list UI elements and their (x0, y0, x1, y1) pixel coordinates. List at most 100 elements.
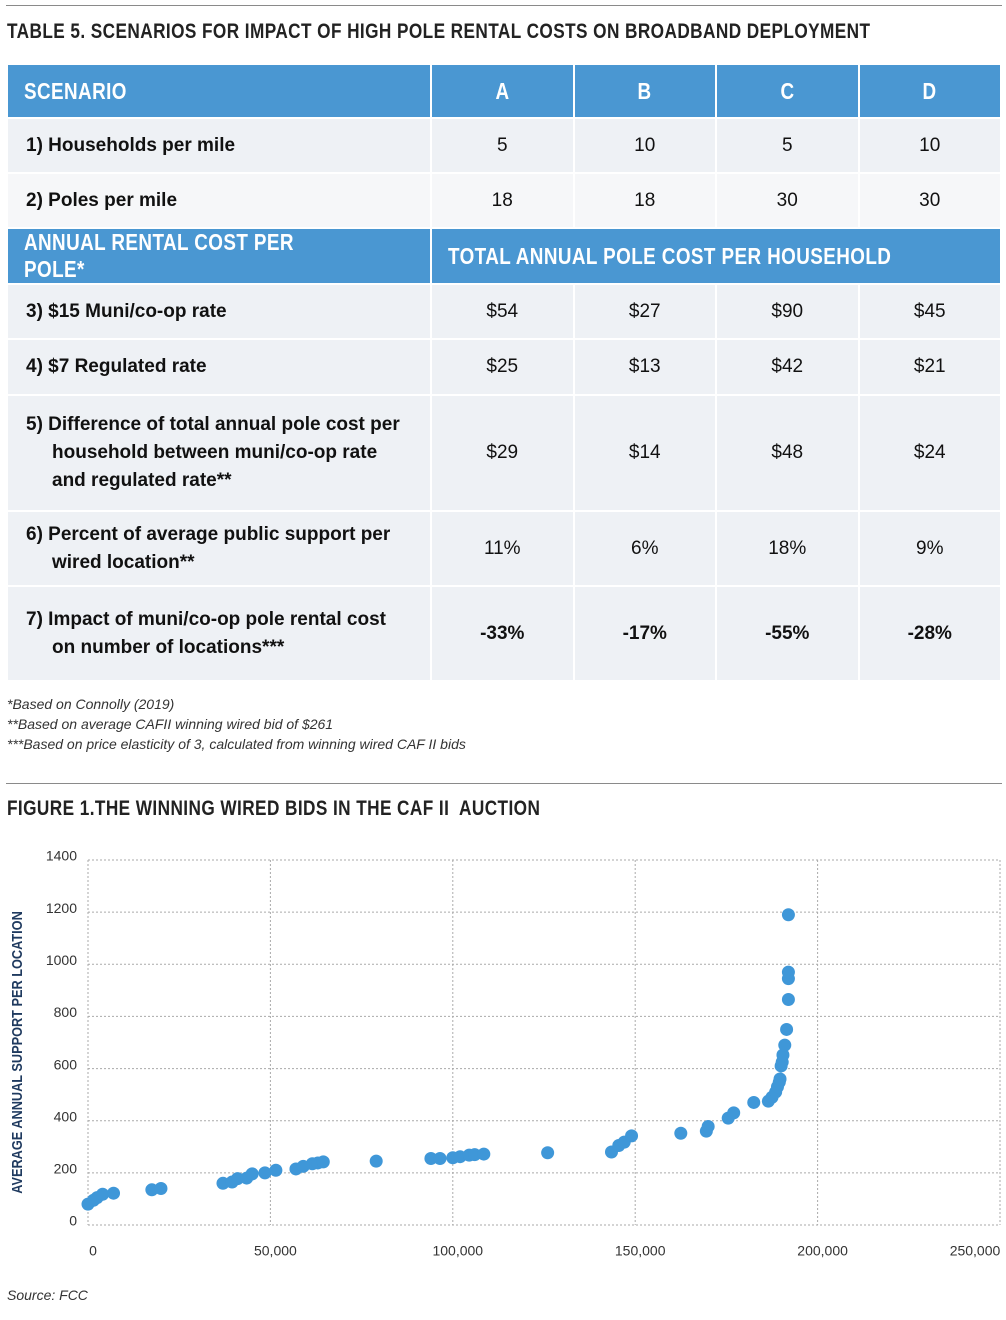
cell: 18 (432, 174, 573, 227)
cell: $27 (574, 285, 715, 338)
point (477, 1147, 491, 1161)
point (316, 1155, 330, 1169)
cell: 5 (717, 119, 858, 172)
header-text: C (780, 77, 795, 104)
table: SCENARIO A B C D 1) Households per mile 5 10 5 10… (6, 63, 1002, 682)
point (541, 1146, 555, 1160)
cell: -55% (717, 587, 858, 680)
x-tick-label: 200,000 (797, 1243, 848, 1259)
header-cell: A (432, 65, 573, 117)
header-cell: TOTAL ANNUAL POLE COST PER HOUSEHOLD (432, 229, 1000, 283)
cell: 6% (574, 512, 715, 585)
point (433, 1152, 447, 1166)
row-label: 6) Percent of average public support per… (8, 512, 430, 585)
x-tick-label: 250,000 (950, 1243, 1001, 1259)
point (258, 1166, 272, 1180)
row-label: 7) Impact of muni/co-op pole rental cost… (8, 587, 430, 680)
cell: $14 (574, 396, 715, 510)
y-tick-label: 400 (54, 1108, 78, 1124)
cell: 5 (432, 119, 573, 172)
header-cell: C (717, 65, 858, 117)
x-tick-label: 0 (89, 1243, 97, 1259)
point (245, 1167, 259, 1181)
header-cell: D (859, 65, 1000, 117)
point (778, 1038, 792, 1052)
header-text: TOTAL ANNUAL POLE COST PER HOUSEHOLD (448, 242, 892, 269)
cell: 18 (574, 174, 715, 227)
y-tick-label: 0 (69, 1213, 77, 1229)
x-tick-label: 150,000 (615, 1243, 666, 1259)
footnote: ***Based on price elasticity of 3, calcu… (7, 736, 466, 752)
cell: $29 (432, 396, 573, 510)
cell: -17% (574, 587, 715, 680)
header-row: ANNUAL RENTAL COST PER POLE* TOTAL ANNUAL… (8, 229, 1000, 283)
point (747, 1095, 761, 1109)
table-row: 7) Impact of muni/co-op pole rental cost… (8, 587, 1000, 680)
y-tick-label: 800 (54, 1004, 78, 1020)
point (727, 1106, 741, 1120)
header-text: D (922, 77, 937, 104)
footnote: *Based on Connolly (2019) (7, 696, 175, 712)
point (781, 992, 795, 1006)
point (776, 1048, 790, 1062)
table-row: 2) Poles per mile 18 18 30 30 (8, 174, 1000, 227)
header-cell: ANNUAL RENTAL COST PER POLE* (8, 229, 430, 283)
point (424, 1152, 438, 1166)
point (781, 908, 795, 922)
rule (6, 5, 1002, 6)
y-tick-label: 200 (54, 1161, 78, 1177)
point (780, 1022, 794, 1036)
cell: 10 (574, 119, 715, 172)
y-tick-label: 600 (54, 1056, 78, 1072)
header-text: ANNUAL RENTAL COST PER POLE* (24, 229, 294, 282)
figure-title: FIGURE 1.THE WINNING WIRED BIDS IN THE C… (7, 797, 541, 820)
cell: 30 (717, 174, 858, 227)
row-label: 5) Difference of total annual pole cost … (8, 396, 430, 510)
cell: $24 (859, 396, 1000, 510)
table-row: 4) $7 Regulated rate $25 $13 $42 $21 (8, 340, 1000, 394)
table-row: 6) Percent of average public support per… (8, 512, 1000, 585)
point (369, 1154, 383, 1168)
point (269, 1163, 283, 1177)
point (773, 1072, 787, 1086)
y-tick-label: 1200 (46, 900, 77, 916)
cell: 30 (859, 174, 1000, 227)
point (674, 1126, 688, 1140)
row-label: 3) $15 Muni/co-op rate (8, 285, 430, 338)
table-row: 5) Difference of total annual pole cost … (8, 396, 1000, 510)
point (154, 1182, 168, 1195)
footnote: **Based on average CAFII winning wired b… (7, 716, 334, 732)
cell: $25 (432, 340, 573, 394)
cell: 10 (859, 119, 1000, 172)
point (781, 965, 795, 979)
cell: $48 (717, 396, 858, 510)
x-tick-label: 50,000 (254, 1243, 297, 1259)
cell: -28% (859, 587, 1000, 680)
chart: 0 200 400 600 800 1000 1200 1400 0 50,000 100,000 1… (8, 848, 1001, 1259)
cell: 11% (432, 512, 573, 585)
header-row: SCENARIO A B C D (8, 65, 1000, 117)
header-cell: SCENARIO (8, 65, 430, 117)
cell: 9% (859, 512, 1000, 585)
y-tick-label: 1400 (46, 848, 77, 864)
point (96, 1187, 110, 1201)
cell: 18% (717, 512, 858, 585)
source: Source: FCC (7, 1287, 88, 1303)
header-text: A (495, 77, 510, 104)
cell: $45 (859, 285, 1000, 338)
rule (6, 783, 1002, 784)
y-tick-label: 1000 (46, 952, 77, 968)
row-label: 2) Poles per mile (8, 174, 430, 227)
table-row: 3) $15 Muni/co-op rate $54 $27 $90 $45 (8, 285, 1000, 338)
cell: $90 (717, 285, 858, 338)
cell: $21 (859, 340, 1000, 394)
cell: $13 (574, 340, 715, 394)
point (107, 1186, 121, 1200)
x-tick-label: 100,000 (432, 1243, 483, 1259)
point (701, 1119, 715, 1133)
cell: -33% (432, 587, 573, 680)
header-text: SCENARIO (24, 77, 127, 104)
cell: $42 (717, 340, 858, 394)
header-text: B (637, 77, 652, 104)
